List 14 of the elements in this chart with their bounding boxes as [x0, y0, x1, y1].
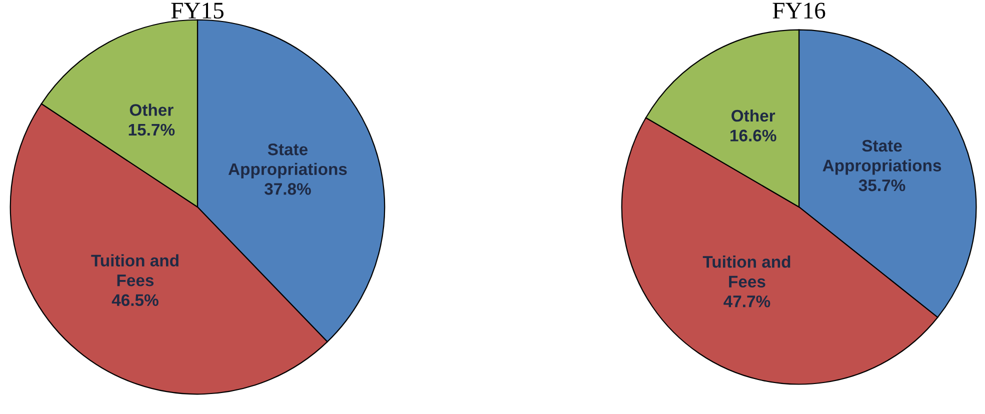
data-label: 37.8%	[264, 183, 311, 195]
slice-label: Tuition and Fees	[702, 256, 790, 288]
data-label: 35.7%	[858, 179, 906, 192]
data-label: 15.7%	[128, 124, 175, 136]
slice-label: Tuition and Fees	[91, 254, 178, 286]
data-label: 16.6%	[730, 130, 776, 142]
data-label: 47.7%	[724, 296, 770, 308]
slice-label: State Appropriations	[822, 140, 942, 175]
data-label: 46.5%	[112, 294, 158, 306]
chart-title: FY16	[772, 2, 826, 19]
slice-label: Other	[732, 109, 776, 122]
slice-label: State Appropriations	[228, 144, 347, 178]
slice-label: Other	[130, 104, 174, 116]
chart-title: FY15	[171, 2, 224, 19]
